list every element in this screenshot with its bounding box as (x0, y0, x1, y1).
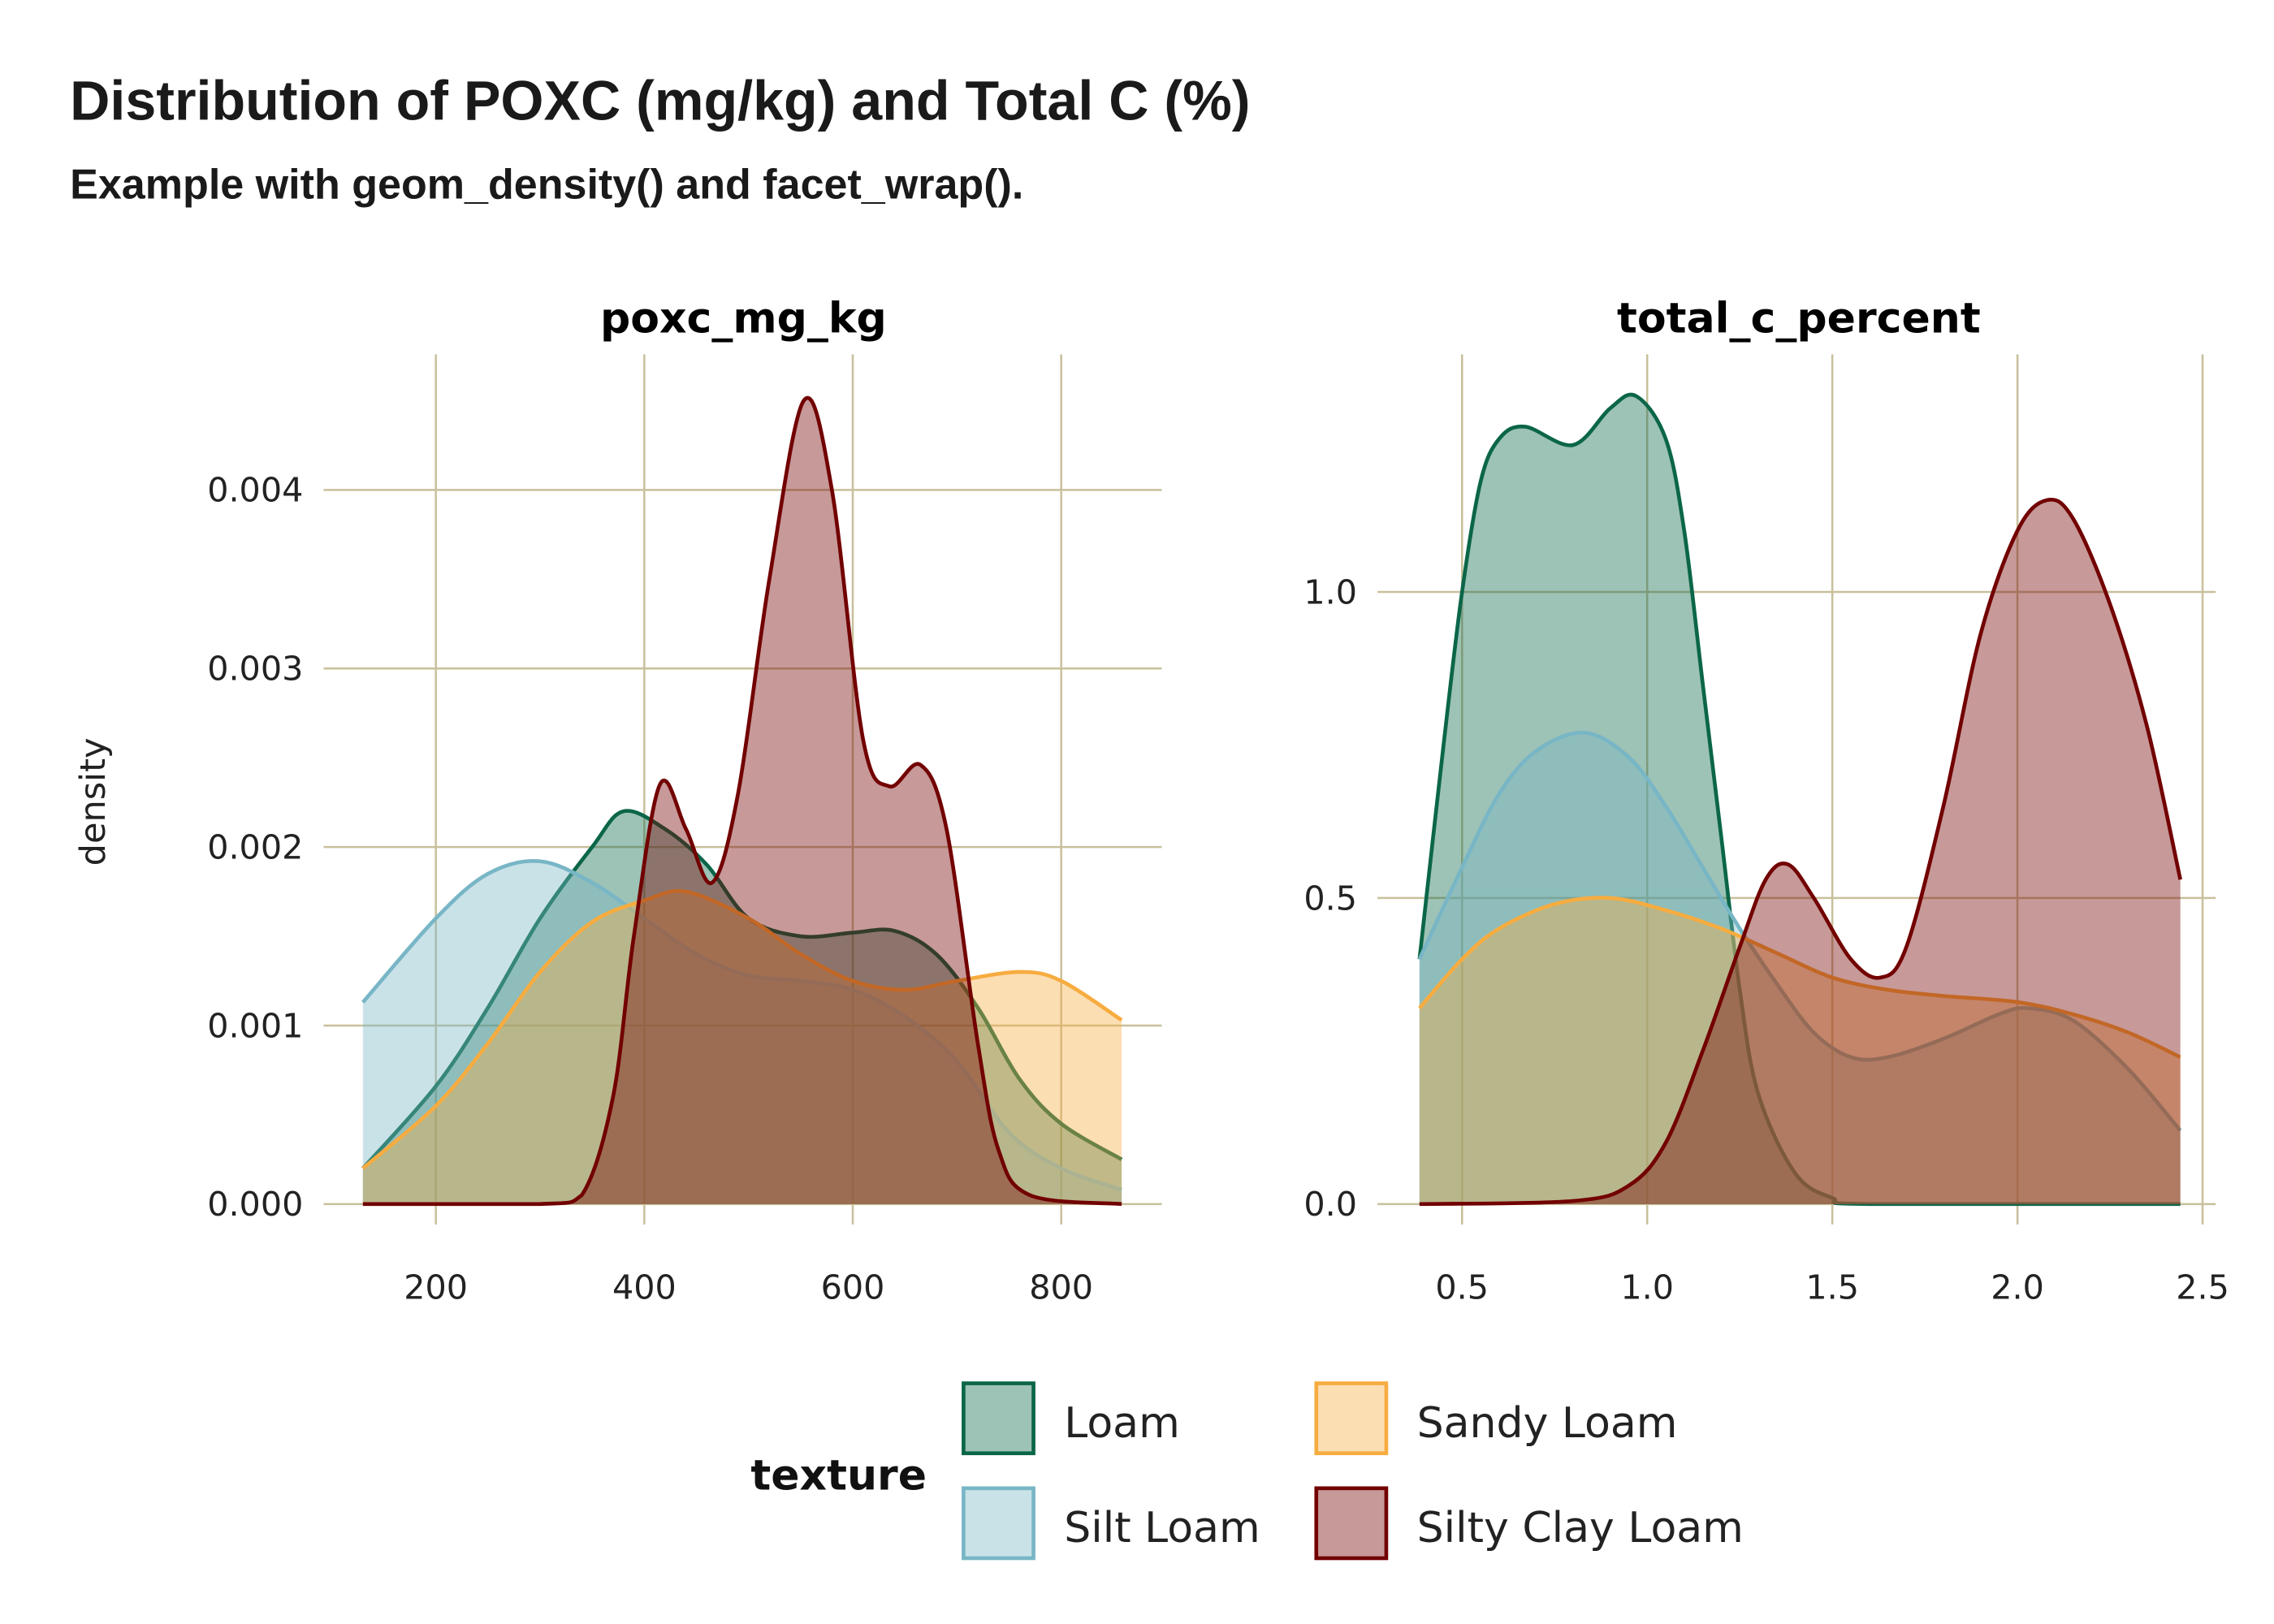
x-tick-label: 600 (821, 1268, 885, 1307)
legend-item-loam: Loam (962, 1381, 1180, 1456)
density-line-sandy-loam (1418, 896, 2181, 1060)
x-tick-label: 1.5 (1805, 1268, 1859, 1307)
facet-title-total-c: total_c_percent (1617, 294, 1981, 343)
density-area-silty-clay-loam (1419, 499, 2181, 1204)
density-area-loam (362, 810, 1122, 1204)
legend-title: texture (750, 1452, 927, 1501)
x-tick-label: 800 (1029, 1268, 1093, 1307)
y-tick-label: 0.002 (207, 827, 303, 866)
y-tick-label: 0.004 (207, 471, 303, 510)
density-area-sandy-loam (362, 891, 1122, 1204)
facet-title-poxc: poxc_mg_kg (600, 294, 887, 343)
facet-panel-total_c_percent: 0.5 1.0 1.5 2.0 2.5 0.0 0.5 1.0 (1303, 354, 2229, 1307)
density-line-silt-loam (1417, 731, 2182, 1132)
legend-key-silt-loam (962, 1486, 1035, 1561)
legend: texture Loam Sandy Loam Silt Loam Silty Cla… (750, 1381, 1744, 1561)
density-line-silty-clay-loam (362, 395, 1122, 1207)
legend-key-silty-clay-loam (1314, 1486, 1389, 1561)
y-tick-label: 0.000 (207, 1185, 303, 1224)
x-tick-label: 400 (612, 1268, 677, 1307)
density-line-sandy-loam (361, 888, 1123, 1170)
density-line-loam (1417, 392, 2181, 1207)
legend-label: Loam (1064, 1399, 1180, 1448)
y-tick-label: 0.0 (1303, 1185, 1357, 1224)
chart-title: Distribution of POXC (mg/kg) and Total C… (70, 70, 1250, 132)
y-tick-label: 0.5 (1303, 879, 1357, 918)
legend-key-sandy-loam (1314, 1381, 1389, 1456)
chart-subtitle: Example with geom_density() and facet_wr… (70, 161, 1023, 208)
x-tick-label: 200 (404, 1268, 468, 1307)
x-tick-label: 0.5 (1435, 1268, 1489, 1307)
density-area-sandy-loam (1419, 897, 2181, 1204)
x-tick-label: 2.5 (2176, 1268, 2229, 1307)
legend-label: Silt Loam (1064, 1504, 1260, 1553)
y-tick-label: 0.001 (207, 1006, 303, 1045)
density-area-silty-clay-loam (362, 398, 1122, 1204)
density-area-silt-loam (1419, 732, 2181, 1204)
legend-item-silty-clay-loam: Silty Clay Loam (1314, 1486, 1744, 1561)
density-line-silty-clay-loam (1419, 497, 2182, 1207)
legend-label: Sandy Loam (1417, 1399, 1678, 1448)
density-line-silt-loam (361, 858, 1122, 1192)
legend-label: Silty Clay Loam (1417, 1504, 1744, 1553)
x-tick-label: 2.0 (1991, 1268, 2044, 1307)
legend-key-loam (962, 1381, 1035, 1456)
x-tick-label: 1.0 (1620, 1268, 1674, 1307)
y-tick-label: 0.003 (207, 650, 303, 689)
y-tick-label: 1.0 (1303, 572, 1357, 611)
facet-panel-poxc_mg_kg: 200 400 600 800 0.000 0.001 0.002 0.003 0.004 (207, 354, 1162, 1307)
density-area-loam (1419, 394, 2181, 1204)
legend-item-sandy-loam: Sandy Loam (1314, 1381, 1678, 1456)
density-area-silt-loam (362, 861, 1122, 1204)
legend-item-silt-loam: Silt Loam (962, 1486, 1260, 1561)
y-axis-label: density (73, 737, 114, 866)
density-line-loam (361, 809, 1123, 1170)
